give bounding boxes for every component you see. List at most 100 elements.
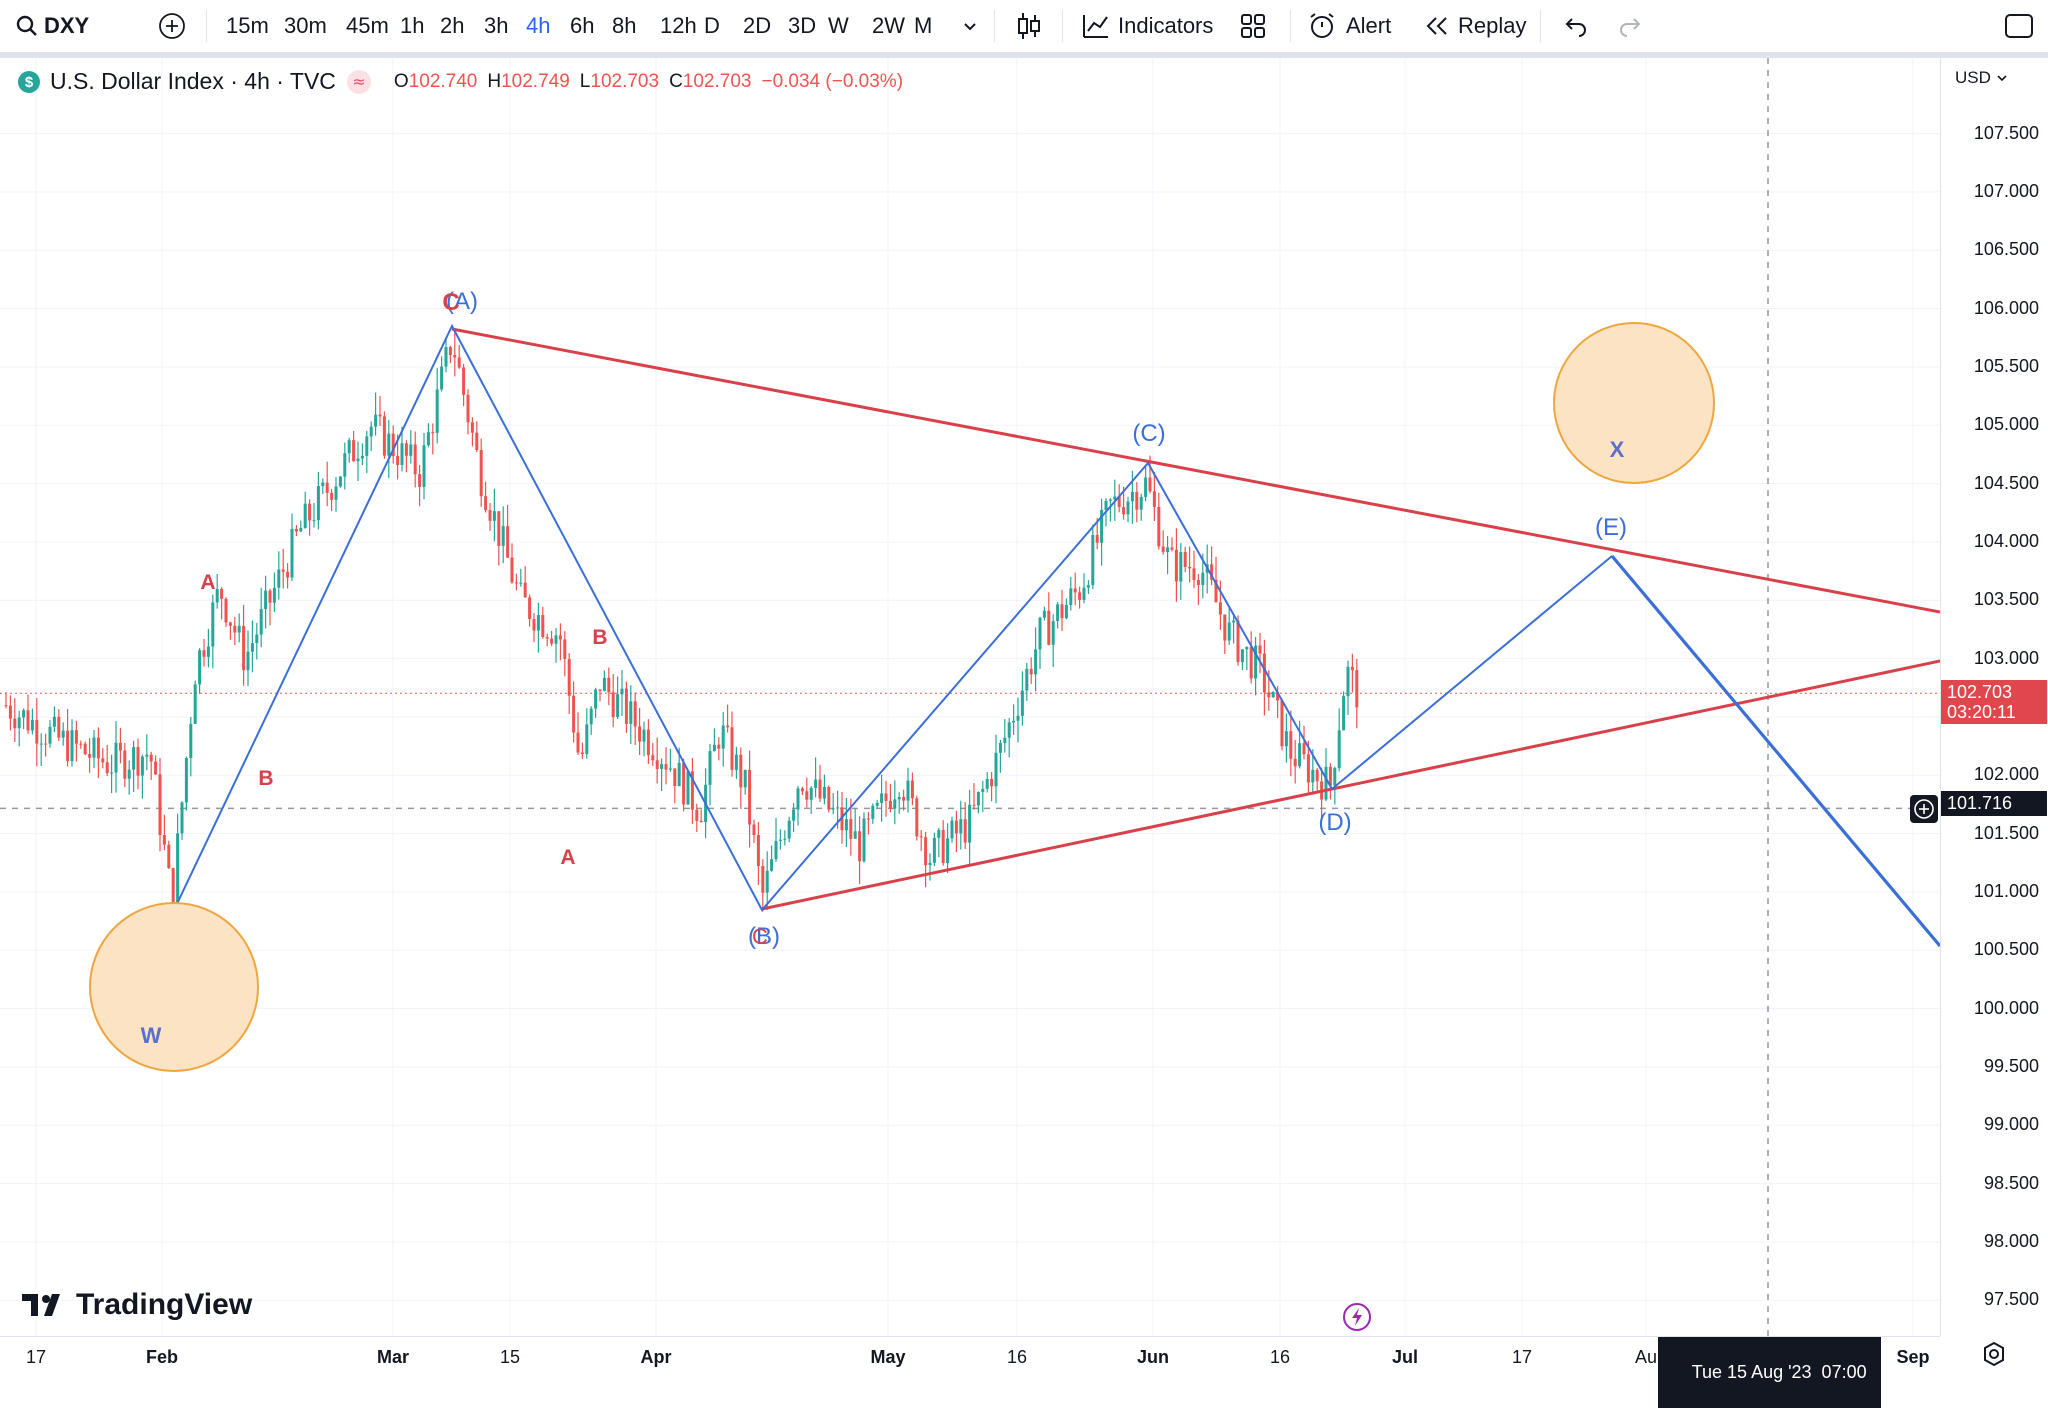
wave-label[interactable]: C <box>442 289 459 316</box>
redo-button[interactable] <box>1618 0 1642 52</box>
wave-indicator-icon[interactable]: ≈ <box>346 69 372 95</box>
interval-D[interactable]: D <box>704 13 720 38</box>
interval-2h[interactable]: 2h <box>440 13 465 38</box>
interval-15m[interactable]: 15m <box>226 13 269 38</box>
wave-label[interactable]: B <box>258 767 273 790</box>
candle <box>237 613 241 643</box>
interval-12h[interactable]: 12h <box>660 13 697 38</box>
chart-pane[interactable]: (A) C A B B A (B) C (C) (D) (E) W X <box>0 58 1942 1336</box>
candle <box>224 597 228 627</box>
candle <box>321 478 325 495</box>
candle <box>1258 633 1262 674</box>
interval-W[interactable]: W <box>828 13 849 38</box>
time-axis[interactable]: 17 Feb Mar 15 Apr May 16 Jun 16 Jul 17 Au Sep Tue 15… <box>0 1336 1940 1408</box>
candle <box>440 356 444 392</box>
interval-3h[interactable]: 3h <box>484 13 509 38</box>
undo-button[interactable] <box>1564 0 1588 52</box>
indicators-button[interactable]: Indicators <box>1082 0 1213 52</box>
time-tick-label: Apr <box>640 1347 672 1367</box>
last-price-label: 102.703 <box>1947 682 2013 702</box>
candle <box>717 737 721 761</box>
candle <box>616 676 620 720</box>
candle <box>1324 748 1328 802</box>
interval-M[interactable]: M <box>914 13 933 38</box>
candle <box>114 721 118 793</box>
wave-label[interactable]: A <box>200 571 215 594</box>
low-key: L <box>579 70 591 92</box>
candle <box>290 513 294 582</box>
wave-label[interactable]: A <box>560 846 575 869</box>
wave-label[interactable]: (B) <box>748 923 780 950</box>
replay-button[interactable]: Replay <box>1424 0 1526 52</box>
symbol-legend: $ U.S. Dollar Index · 4h · TVC ≈ O102.74… <box>18 68 903 95</box>
time-tick-label: 16 <box>1006 1347 1028 1367</box>
candle <box>968 789 972 866</box>
interval-2W[interactable]: 2W <box>872 13 905 38</box>
candle <box>180 801 184 840</box>
candle <box>924 831 928 888</box>
candle <box>510 543 514 584</box>
interval-45m[interactable]: 45m <box>346 13 389 38</box>
dollar-icon: $ <box>18 70 40 93</box>
interval-2D[interactable]: 2D <box>743 13 772 38</box>
interval-8h[interactable]: 8h <box>612 13 637 38</box>
compare-button[interactable] <box>158 0 186 52</box>
fullscreen-button[interactable] <box>2004 0 2034 52</box>
interval-1h[interactable]: 1h <box>400 13 425 38</box>
candle <box>387 419 391 479</box>
currency-selector[interactable]: USD <box>1955 68 2008 88</box>
candle <box>220 587 224 620</box>
candlestick-icon <box>1018 13 1040 39</box>
alert-button[interactable]: Alert <box>1308 0 1391 52</box>
candle <box>26 694 30 735</box>
candle <box>1082 573 1086 604</box>
candle <box>972 783 976 810</box>
candle <box>893 780 897 825</box>
candle <box>382 411 386 459</box>
layouts-button[interactable] <box>1240 0 1266 52</box>
price-tick-label: 100.500 <box>1973 939 2039 960</box>
candle <box>308 499 312 536</box>
wave-label[interactable]: (C) <box>1132 420 1165 447</box>
candle <box>1170 537 1174 552</box>
interval-6h[interactable]: 6h <box>570 13 595 38</box>
candle <box>79 740 83 749</box>
candle <box>611 673 615 728</box>
wave-label[interactable]: (A) <box>446 288 478 315</box>
plus-circle-icon <box>1910 795 1938 823</box>
candle <box>365 430 369 474</box>
interval-30m[interactable]: 30m <box>284 13 327 38</box>
candle <box>910 772 914 806</box>
tradingview-logo[interactable]: TradingView <box>22 1288 252 1322</box>
chart-type-button[interactable] <box>1016 0 1042 52</box>
candle <box>338 475 342 488</box>
candle <box>105 744 109 777</box>
candle <box>1218 580 1222 630</box>
candle <box>57 709 61 742</box>
candle <box>470 417 474 447</box>
chart-settings-button[interactable] <box>1980 1340 2008 1373</box>
candle <box>136 738 140 790</box>
wave-label[interactable]: (D) <box>1318 809 1351 836</box>
undo-icon <box>1565 18 1586 37</box>
event-marker[interactable] <box>1342 1302 1372 1337</box>
replay-rewind-icon <box>1426 17 1447 35</box>
wave-label[interactable]: B <box>592 626 607 649</box>
interval-dropdown[interactable] <box>962 0 978 52</box>
candle <box>215 573 219 609</box>
crosshair-time-tag: Tue 15 Aug '23 07:00 <box>1658 1337 1881 1408</box>
candle <box>686 770 690 805</box>
wave-label[interactable]: (E) <box>1595 514 1627 541</box>
candle <box>1337 708 1341 772</box>
interval-4h[interactable]: 4h <box>526 13 551 38</box>
interval-3D[interactable]: 3D <box>788 13 817 38</box>
add-alert-plus-button[interactable] <box>1910 795 1938 828</box>
add-circle-icon <box>159 13 185 39</box>
candle <box>981 780 985 813</box>
wave-label[interactable]: C <box>752 924 768 949</box>
price-axis[interactable]: USD 107.500 107.000 106.500 106.000 105.500 1… <box>1940 58 2048 1336</box>
symbol-search[interactable]: DXY <box>16 0 89 52</box>
candle <box>250 620 254 673</box>
